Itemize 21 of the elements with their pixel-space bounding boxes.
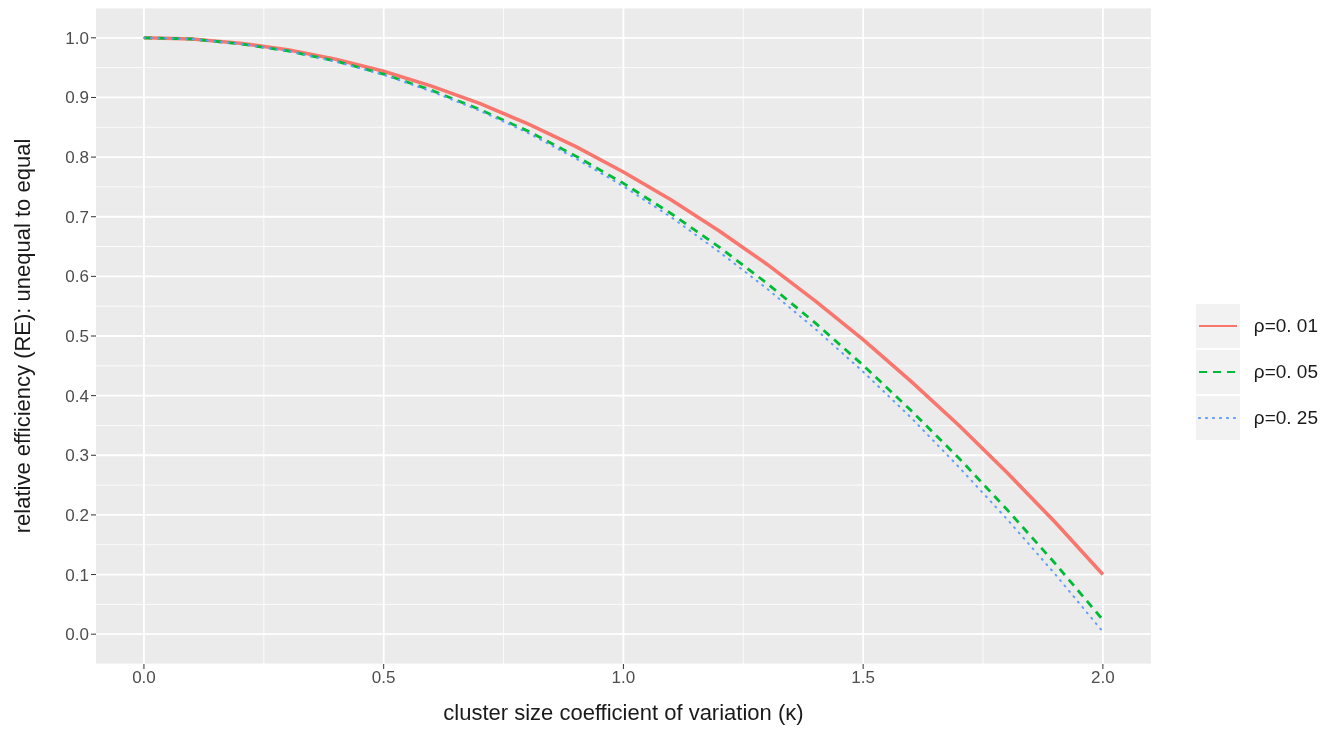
y-tick-label: 0.9 bbox=[65, 88, 89, 108]
y-tick-label: 1.0 bbox=[65, 28, 89, 48]
y-tick-label: 0.5 bbox=[65, 327, 89, 347]
y-tick-label: 0.7 bbox=[65, 207, 89, 227]
y-tick-label: 0.8 bbox=[65, 148, 89, 168]
y-axis-title: relative efficiency (RE): unequal to equal bbox=[9, 138, 35, 534]
x-tick-label: 0.0 bbox=[132, 668, 156, 688]
y-tick-label: 0.3 bbox=[65, 446, 89, 466]
y-tick-label: 0.0 bbox=[65, 625, 89, 645]
y-tick-label: 0.4 bbox=[65, 386, 89, 406]
x-tick-label: 1.5 bbox=[851, 668, 875, 688]
legend-label: ρ=0. 05 bbox=[1253, 361, 1318, 383]
y-tick-label: 0.6 bbox=[65, 267, 89, 287]
x-tick-label: 1.0 bbox=[611, 668, 636, 688]
x-tick-label: 2.0 bbox=[1091, 668, 1115, 688]
x-axis-title: cluster size coefficient of variation (κ) bbox=[443, 700, 804, 725]
y-tick-label: 0.1 bbox=[65, 565, 89, 585]
legend-label: ρ=0. 01 bbox=[1253, 315, 1318, 337]
y-tick-label: 0.2 bbox=[65, 505, 89, 525]
legend-label: ρ=0. 25 bbox=[1253, 407, 1318, 429]
x-tick-label: 0.5 bbox=[371, 668, 396, 688]
